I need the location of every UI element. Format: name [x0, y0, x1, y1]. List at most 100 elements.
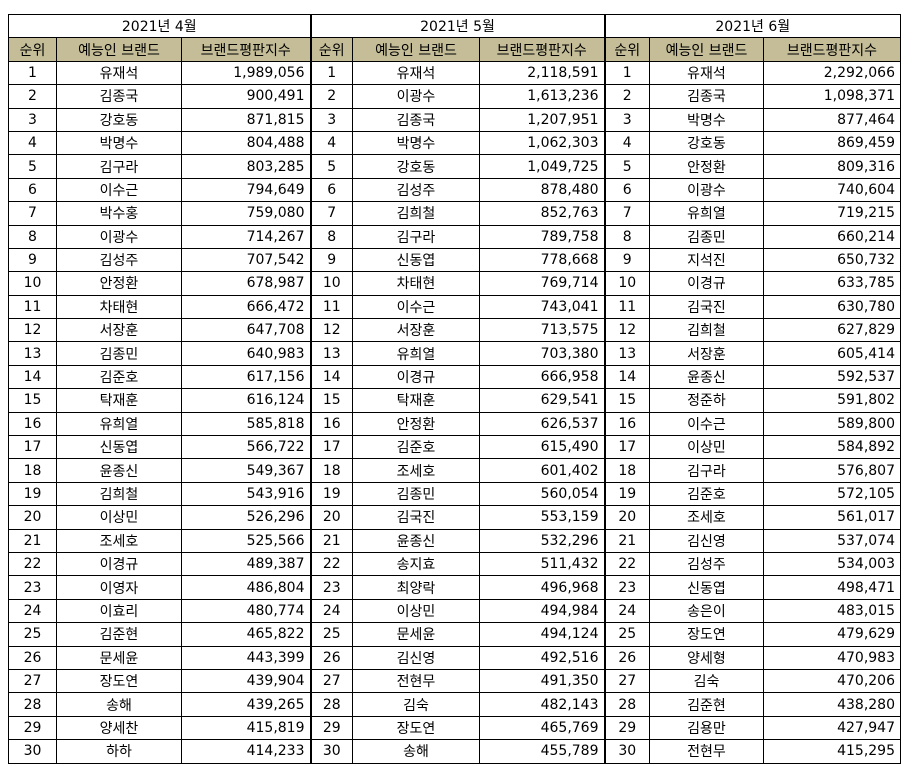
cell-name[interactable]: 이상민 [352, 598, 480, 624]
cell-name[interactable]: 김구라 [352, 224, 480, 249]
cell-name[interactable]: 김준호 [56, 364, 182, 390]
column-header-rank[interactable]: 순위 [603, 37, 650, 62]
cell-name[interactable]: 전현무 [352, 668, 480, 694]
cell-name[interactable]: 서장훈 [56, 318, 182, 343]
cell-score[interactable]: 465,822 [181, 622, 311, 647]
cell-name[interactable]: 안정환 [56, 271, 182, 296]
cell-score[interactable]: 804,488 [181, 130, 311, 156]
cell-name[interactable]: 송지효 [352, 551, 480, 577]
cell-score[interactable]: 492,516 [479, 645, 605, 670]
cell-name[interactable]: 김국진 [649, 294, 764, 320]
cell-name[interactable]: 이경규 [649, 271, 764, 296]
cell-name[interactable]: 김숙 [649, 668, 764, 694]
cell-name[interactable]: 장도연 [56, 668, 182, 694]
cell-rank[interactable]: 4 [309, 130, 353, 156]
cell-score[interactable]: 526,296 [181, 505, 311, 530]
cell-rank[interactable]: 8 [8, 224, 57, 249]
cell-score[interactable]: 666,472 [181, 294, 311, 320]
cell-rank[interactable]: 23 [603, 575, 650, 600]
cell-rank[interactable]: 9 [8, 247, 57, 273]
cell-name[interactable]: 송은이 [649, 598, 764, 624]
cell-name[interactable]: 이광수 [352, 84, 480, 109]
cell-rank[interactable]: 19 [8, 481, 57, 507]
cell-rank[interactable]: 22 [8, 551, 57, 577]
cell-score[interactable]: 740,604 [763, 177, 901, 203]
cell-score[interactable]: 1,098,371 [763, 84, 901, 109]
cell-score[interactable]: 443,399 [181, 645, 311, 670]
cell-name[interactable]: 김숙 [352, 692, 480, 717]
cell-rank[interactable]: 10 [309, 271, 353, 296]
cell-name[interactable]: 윤종신 [352, 528, 480, 553]
cell-rank[interactable]: 10 [8, 271, 57, 296]
cell-rank[interactable]: 3 [309, 107, 353, 132]
cell-rank[interactable]: 30 [603, 739, 650, 764]
cell-score[interactable]: 498,471 [763, 575, 901, 600]
cell-score[interactable]: 438,280 [763, 692, 901, 717]
cell-name[interactable]: 양세형 [649, 645, 764, 670]
cell-name[interactable]: 탁재훈 [56, 388, 182, 413]
cell-name[interactable]: 조세호 [649, 505, 764, 530]
cell-rank[interactable]: 15 [603, 388, 650, 413]
cell-rank[interactable]: 18 [603, 458, 650, 483]
cell-name[interactable]: 김성주 [649, 551, 764, 577]
cell-score[interactable]: 743,041 [479, 294, 605, 320]
cell-score[interactable]: 561,017 [763, 505, 901, 530]
cell-score[interactable]: 470,983 [763, 645, 901, 670]
cell-name[interactable]: 박수홍 [56, 201, 182, 226]
cell-rank[interactable]: 20 [309, 505, 353, 530]
cell-score[interactable]: 626,537 [479, 411, 605, 437]
cell-rank[interactable]: 24 [8, 598, 57, 624]
cell-rank[interactable]: 14 [8, 364, 57, 390]
cell-rank[interactable]: 28 [603, 692, 650, 717]
cell-score[interactable]: 900,491 [181, 84, 311, 109]
cell-name[interactable]: 유재석 [352, 60, 480, 86]
cell-score[interactable]: 719,215 [763, 201, 901, 226]
cell-score[interactable]: 483,015 [763, 598, 901, 624]
cell-name[interactable]: 김신영 [352, 645, 480, 670]
cell-rank[interactable]: 19 [309, 481, 353, 507]
cell-rank[interactable]: 3 [8, 107, 57, 132]
cell-rank[interactable]: 9 [309, 247, 353, 273]
column-header-score[interactable]: 브랜드평판지수 [479, 37, 605, 62]
cell-score[interactable]: 615,490 [479, 435, 605, 460]
cell-name[interactable]: 박명수 [649, 107, 764, 132]
cell-rank[interactable]: 12 [309, 318, 353, 343]
cell-name[interactable]: 이효리 [56, 598, 182, 624]
cell-name[interactable]: 신동엽 [352, 247, 480, 273]
cell-name[interactable]: 조세호 [56, 528, 182, 553]
cell-name[interactable]: 안정환 [352, 411, 480, 437]
cell-score[interactable]: 534,003 [763, 551, 901, 577]
cell-rank[interactable]: 28 [8, 692, 57, 717]
cell-score[interactable]: 809,316 [763, 154, 901, 179]
cell-rank[interactable]: 25 [603, 622, 650, 647]
cell-rank[interactable]: 21 [309, 528, 353, 553]
cell-score[interactable]: 640,983 [181, 341, 311, 366]
cell-score[interactable]: 494,984 [479, 598, 605, 624]
cell-name[interactable]: 하하 [56, 739, 182, 764]
cell-rank[interactable]: 25 [8, 622, 57, 647]
cell-score[interactable]: 769,714 [479, 271, 605, 296]
cell-rank[interactable]: 11 [8, 294, 57, 320]
cell-score[interactable]: 549,367 [181, 458, 311, 483]
cell-rank[interactable]: 23 [309, 575, 353, 600]
cell-name[interactable]: 김준현 [56, 622, 182, 647]
cell-score[interactable]: 439,265 [181, 692, 311, 717]
cell-rank[interactable]: 14 [309, 364, 353, 390]
cell-name[interactable]: 윤종신 [56, 458, 182, 483]
cell-name[interactable]: 전현무 [649, 739, 764, 764]
cell-rank[interactable]: 17 [8, 435, 57, 460]
cell-score[interactable]: 470,206 [763, 668, 901, 694]
cell-score[interactable]: 589,800 [763, 411, 901, 437]
cell-rank[interactable]: 1 [603, 60, 650, 86]
cell-rank[interactable]: 20 [603, 505, 650, 530]
cell-score[interactable]: 1,062,303 [479, 130, 605, 156]
cell-score[interactable]: 794,649 [181, 177, 311, 203]
cell-name[interactable]: 양세찬 [56, 715, 182, 741]
cell-name[interactable]: 최양락 [352, 575, 480, 600]
cell-rank[interactable]: 2 [309, 84, 353, 109]
cell-score[interactable]: 630,780 [763, 294, 901, 320]
cell-score[interactable]: 414,233 [181, 739, 311, 764]
cell-score[interactable]: 489,387 [181, 551, 311, 577]
cell-name[interactable]: 이광수 [56, 224, 182, 249]
cell-score[interactable]: 427,947 [763, 715, 901, 741]
